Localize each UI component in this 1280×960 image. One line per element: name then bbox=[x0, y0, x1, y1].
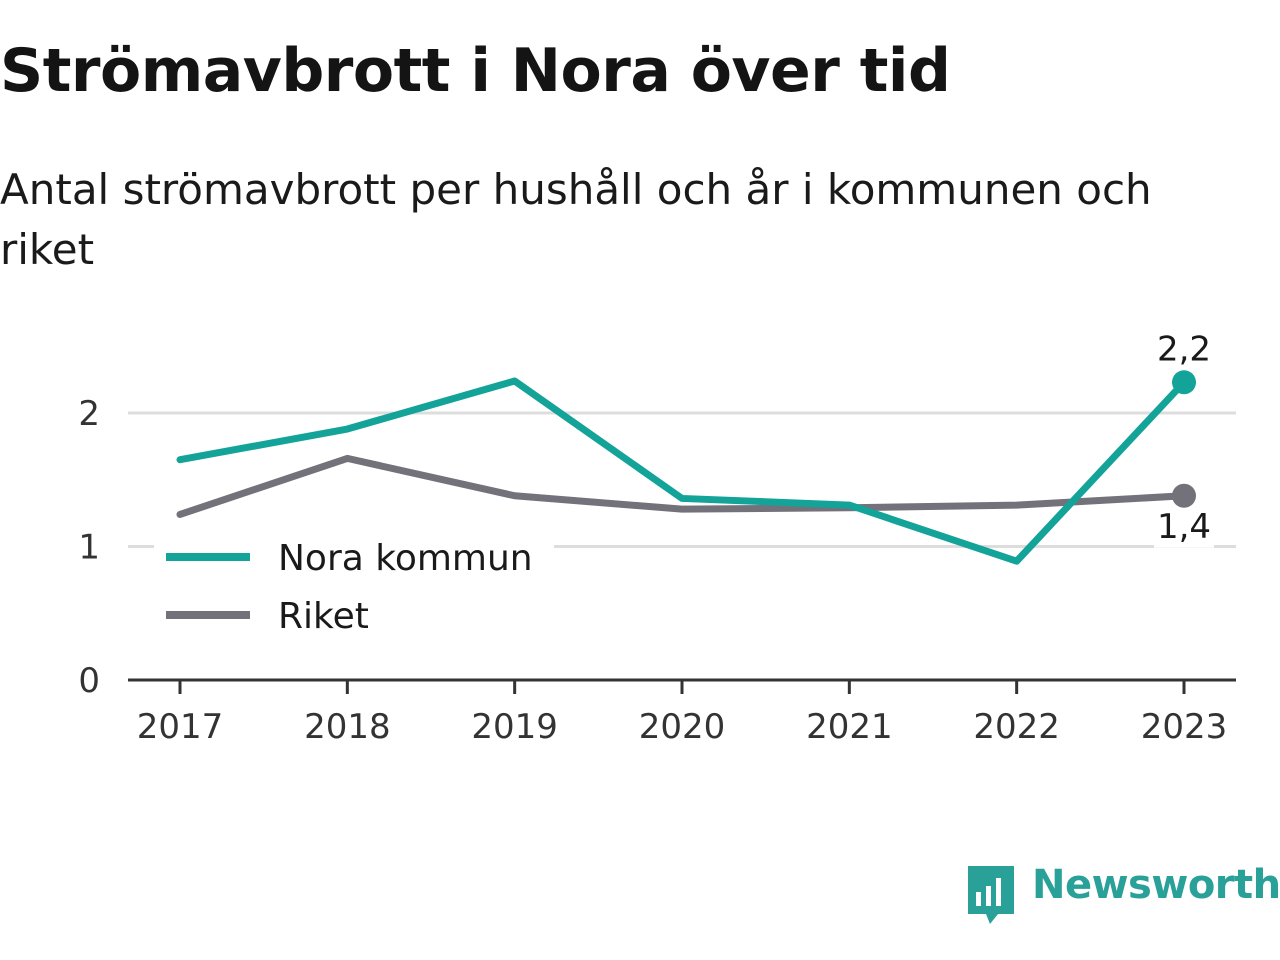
legend-label: Nora kommun bbox=[278, 538, 533, 579]
x-tick-label: 2018 bbox=[304, 707, 391, 747]
legend-label: Riket bbox=[278, 596, 369, 637]
end-labels: 2,2 1,4 bbox=[1154, 329, 1214, 548]
end-point bbox=[1172, 483, 1196, 508]
legend: Nora kommun Riket bbox=[154, 527, 554, 639]
y-tick-label: 0 bbox=[78, 661, 100, 701]
series-line-nora-kommun bbox=[176, 377, 1188, 565]
x-tick-label: 2022 bbox=[973, 707, 1060, 747]
brand-name: Newsworthy bbox=[1032, 862, 1280, 908]
data-label-nora-kommun: 2,2 bbox=[1157, 329, 1211, 369]
data-label-background bbox=[1154, 509, 1214, 548]
y-axis: 0 1 2 bbox=[78, 394, 100, 701]
series-line-riket bbox=[176, 454, 1188, 518]
y-tick-label: 2 bbox=[78, 394, 100, 434]
data-label-riket: 1,4 bbox=[1157, 507, 1211, 547]
chart-title: Strömavbrott i Nora över tid bbox=[0, 36, 951, 106]
x-tick-label: 2021 bbox=[806, 707, 893, 747]
y-tick-label: 1 bbox=[78, 528, 100, 568]
x-tick-label: 2017 bbox=[137, 707, 224, 747]
newsworthy-logo-icon bbox=[968, 866, 1014, 924]
x-tick-label: 2020 bbox=[639, 707, 726, 747]
x-axis: 2017 2018 2019 2020 2021 2022 2023 bbox=[128, 678, 1236, 747]
end-point bbox=[1172, 370, 1196, 395]
series-lines bbox=[176, 370, 1196, 565]
x-tick-label: 2019 bbox=[471, 707, 558, 747]
chart-subtitle: Antal strömavbrott per hushåll och år i … bbox=[0, 165, 1152, 274]
x-tick-label: 2023 bbox=[1141, 707, 1228, 747]
